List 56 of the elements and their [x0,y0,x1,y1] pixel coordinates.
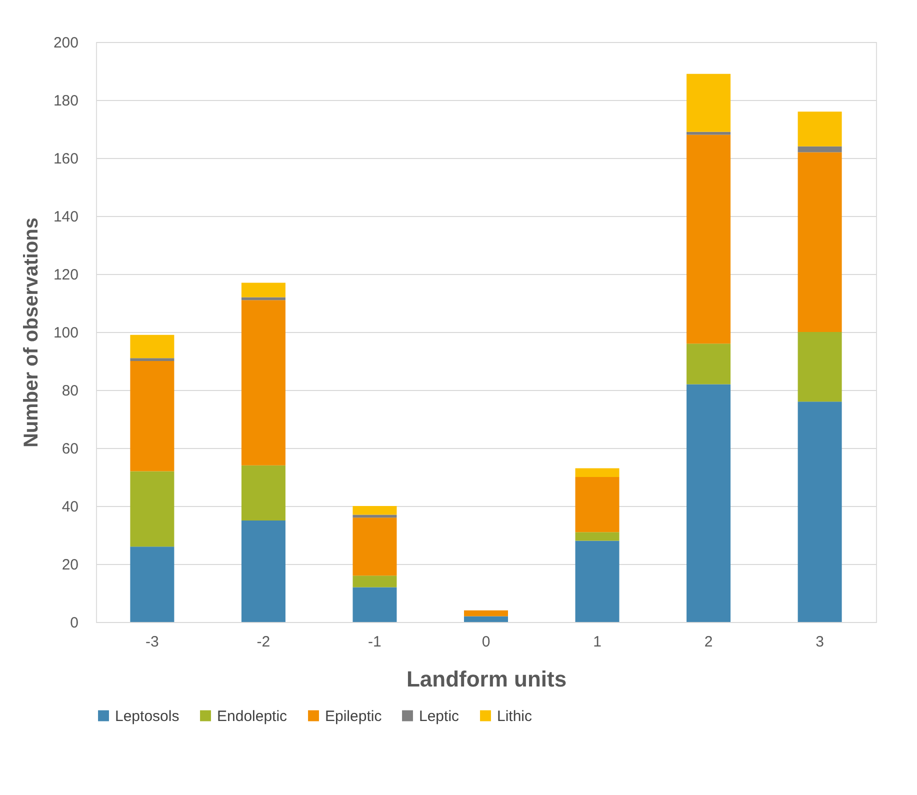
y-tick-label: 200 [53,34,78,52]
y-tick-label: 40 [62,498,78,516]
bar [686,384,731,622]
bar [241,465,286,520]
x-tick-label: -3 [146,634,159,650]
bar [686,134,731,344]
bar [798,112,842,146]
legend-label: Leptic [419,708,460,725]
bar [352,514,397,518]
y-tick-label: 160 [53,150,78,168]
x-tick-label: 1 [593,634,602,650]
bar [464,616,508,622]
y-tick-label: 20 [62,556,78,574]
bar [575,532,620,541]
x-tick-label: 2 [704,634,713,650]
bar [798,146,842,152]
y-tick-label: 60 [62,440,78,458]
bar [130,358,174,361]
bar [798,402,842,622]
y-tick-label: 0 [70,614,78,632]
bar [686,344,731,384]
x-tick-label: -2 [256,634,270,650]
bar [575,540,620,622]
x-tick-label: 0 [482,634,490,650]
bar [241,300,286,466]
legend-label: Lithic [497,708,533,725]
bar [798,332,842,402]
bar [241,520,286,622]
y-tick-label: 100 [53,324,78,342]
bar [130,471,174,547]
y-tick-label: 120 [53,266,78,284]
bar [241,297,286,300]
x-axis-title: Landform units [406,666,567,692]
bar [241,282,286,298]
x-tick-label: -1 [368,634,382,650]
x-tick-label: 3 [816,634,824,650]
bar [575,477,620,532]
bar [464,610,508,616]
y-tick-label: 140 [53,208,78,226]
bar [686,132,731,135]
legend-label: Epileptic [325,708,382,725]
y-axis-title: Number of observations [20,217,42,448]
bar [798,152,842,332]
bar [575,468,620,477]
bar [130,334,174,358]
y-tick-label: 180 [53,92,78,110]
legend-label: Leptosols [115,708,180,725]
bar [130,546,174,622]
bar [352,518,397,576]
bar [352,587,397,622]
bar [352,506,397,515]
y-tick-label: 80 [62,382,78,400]
bar [130,361,174,472]
bar [352,576,397,588]
bar [686,74,731,132]
legend-label: Endoleptic [217,708,288,725]
